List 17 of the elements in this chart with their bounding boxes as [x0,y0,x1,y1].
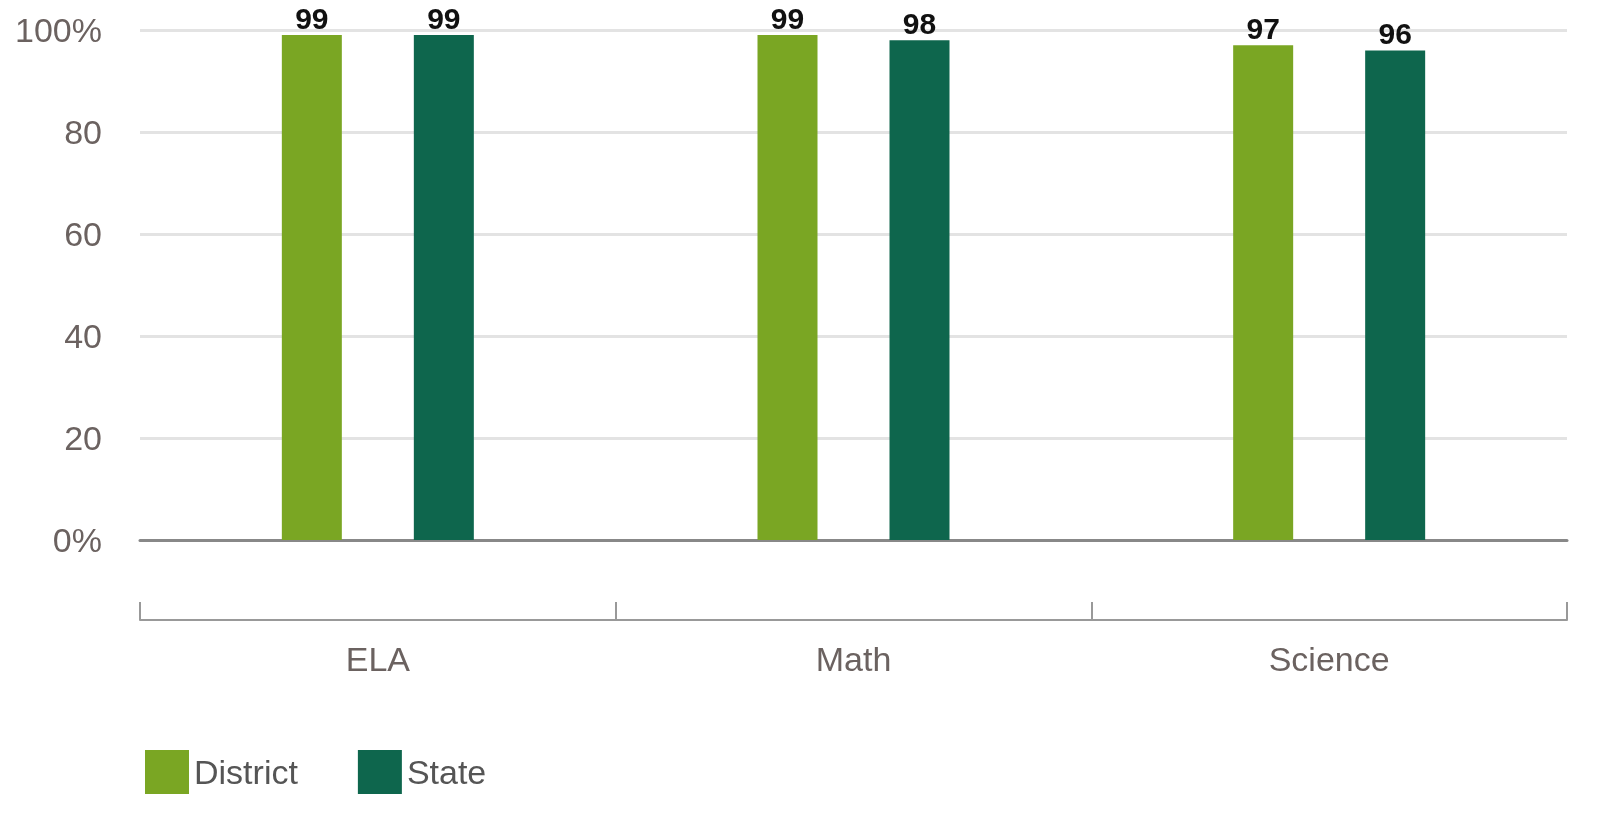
data-label: 99 [295,1,329,35]
data-label: 99 [427,1,461,35]
y-tick-label: 40 [64,317,102,355]
y-tick-label: 60 [64,215,102,253]
y-tick-label: 80 [64,113,102,151]
x-tick-label: Math [815,640,892,678]
y-tick-label: 100% [15,11,102,49]
data-label: 99 [770,1,805,35]
y-tick-label: 0% [52,521,102,559]
legend-label: District [194,753,299,791]
data-label: 96 [1378,16,1412,50]
legend-label: State [406,753,487,791]
y-tick-label: 20 [64,419,102,457]
data-label: 97 [1246,11,1280,45]
x-tick-label: ELA [345,640,411,678]
data-label: 98 [902,6,937,40]
x-tick-label: Science [1268,640,1390,678]
